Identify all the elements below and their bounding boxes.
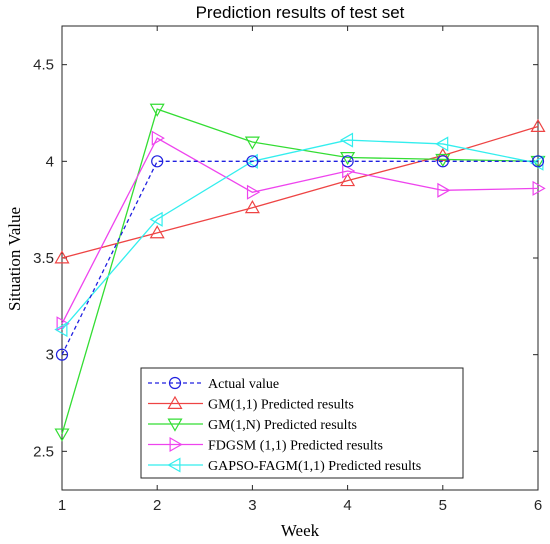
legend-label: GM(1,1) Predicted results [208, 398, 354, 413]
series-2 [54, 103, 546, 442]
legend-box [140, 367, 464, 479]
data-point [436, 155, 449, 168]
data-point [244, 200, 260, 214]
data-point [340, 151, 356, 166]
data-point [340, 172, 356, 187]
x-tick-label: 5 [439, 497, 447, 514]
series-3 [56, 130, 546, 332]
data-point [56, 316, 70, 332]
series-line [61, 137, 539, 325]
chart-title: Prediction results of test set [196, 3, 405, 22]
series-4 [54, 132, 544, 338]
x-tick-label: 2 [153, 497, 161, 514]
x-tick-label: 3 [248, 497, 256, 514]
legend: Actual value GM(1,1) Predicted results GM(… [140, 367, 464, 479]
y-tick-label: 4 [46, 153, 54, 170]
series-line [61, 160, 538, 355]
series-line [61, 139, 539, 330]
x-axis-label: Week [281, 521, 320, 540]
legend-marker [167, 395, 183, 409]
y-axis-label: Situation Value [5, 207, 24, 311]
data-point [532, 180, 546, 196]
legend-item-4: GAPSO-FAGM(1,1) Predicted results [148, 457, 421, 474]
data-point [149, 225, 165, 239]
data-point [530, 118, 546, 133]
data-point [54, 428, 70, 442]
legend-marker [167, 457, 181, 473]
data-point [151, 155, 164, 168]
legend-item-2: GM(1,N) Predicted results [148, 418, 357, 433]
data-point [341, 155, 354, 168]
data-point [149, 103, 165, 117]
series-line [61, 108, 539, 435]
data-point [339, 132, 354, 148]
data-point [435, 153, 451, 168]
legend-item-1: GM(1,1) Predicted results [148, 395, 354, 413]
data-point [435, 136, 449, 152]
data-point [244, 136, 260, 150]
legend-label: GAPSO-FAGM(1,1) Predicted results [208, 459, 421, 474]
data-point [151, 130, 165, 146]
data-point [54, 250, 70, 264]
data-point [246, 184, 261, 200]
data-point [149, 211, 163, 227]
legend-label: FDGSM (1,1) Predicted results [208, 439, 383, 454]
legend-marker [168, 376, 182, 390]
x-tick-label: 6 [534, 497, 542, 514]
legend-marker [167, 418, 183, 432]
legend-label: Actual value [208, 377, 279, 392]
y-tick-label: 4.5 [33, 57, 54, 74]
series-0 [55, 155, 545, 361]
y-tick-label: 3 [46, 347, 54, 364]
data-point [531, 155, 545, 168]
data-point [342, 163, 356, 179]
data-point [55, 348, 69, 361]
legend-item-3: FDGSM (1,1) Predicted results [148, 436, 383, 454]
x-tick-label: 4 [343, 497, 351, 514]
y-tick-label: 2.5 [33, 443, 54, 460]
data-point [246, 155, 259, 168]
legend-item-0: Actual value [148, 376, 279, 392]
x-tick-label: 1 [58, 497, 66, 514]
data-point [54, 321, 68, 338]
y-tick-label: 3.5 [33, 250, 54, 267]
plot-area: 1 2 3 4 5 6 2.5 3 3.5 4 4.5 Actual value GM(1,1) Pre… [33, 25, 546, 514]
legend-label: GM(1,N) Predicted results [208, 418, 357, 433]
data-point [437, 182, 451, 198]
legend-marker [169, 436, 183, 453]
